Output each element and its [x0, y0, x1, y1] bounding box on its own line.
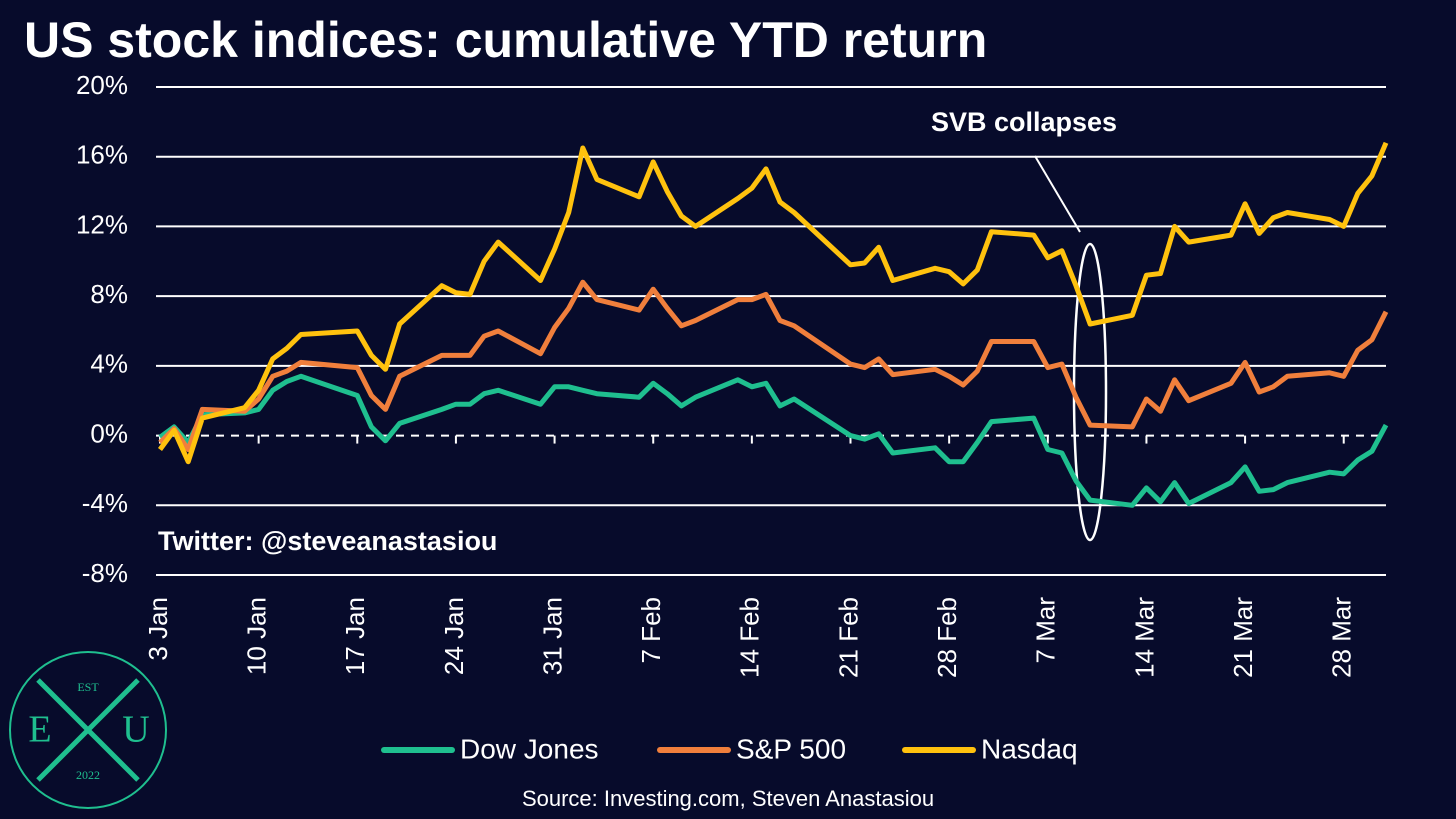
line-series	[157, 141, 1389, 465]
y-tick-label: 20%	[76, 70, 128, 100]
legend-label: S&P 500	[736, 733, 846, 764]
y-tick-label: 8%	[90, 279, 128, 309]
y-tick-label: 4%	[90, 349, 128, 379]
x-tick-label: 10 Jan	[242, 597, 272, 675]
line-series	[158, 373, 1389, 508]
y-tick-label: -4%	[82, 488, 128, 518]
y-tick-label: 0%	[90, 418, 128, 448]
annotation: Twitter: @steveanastasiou	[158, 526, 497, 556]
x-tick-label: 3 Jan	[143, 597, 173, 661]
annotation-arrow	[1034, 155, 1081, 233]
logo: EST E U 2022	[9, 651, 167, 809]
legend-label: Dow Jones	[460, 733, 599, 764]
logo-text: 2022	[76, 768, 100, 782]
y-tick-label: 16%	[76, 140, 128, 170]
x-tick-label: 28 Feb	[932, 597, 962, 678]
logo-circle	[9, 651, 167, 809]
y-tick-label: -8%	[82, 558, 128, 588]
logo-text: EST	[77, 680, 99, 694]
x-tick-label: 7 Mar	[1031, 597, 1061, 664]
chart-title: US stock indices: cumulative YTD return	[24, 12, 987, 68]
legend-label: Nasdaq	[981, 733, 1078, 764]
x-tick-label: 7 Feb	[636, 597, 666, 664]
x-tick-label: 24 Jan	[439, 597, 469, 675]
x-tick-label: 14 Feb	[735, 597, 765, 678]
annotation: SVB collapses	[931, 107, 1117, 137]
logo-text: U	[122, 709, 149, 751]
x-tick-label: 21 Feb	[833, 597, 863, 678]
logo-text: E	[28, 709, 51, 751]
x-tick-label: 14 Mar	[1129, 597, 1159, 678]
y-tick-label: 12%	[76, 209, 128, 239]
x-tick-label: 31 Jan	[537, 597, 567, 675]
source: Source: Investing.com, Steven Anastasiou	[522, 786, 934, 811]
x-tick-label: 21 Mar	[1228, 597, 1258, 678]
x-tick-label: 17 Jan	[340, 597, 370, 675]
logo-stroke	[36, 678, 140, 782]
x-tick-label: 28 Mar	[1327, 597, 1357, 678]
line-series	[158, 279, 1389, 452]
